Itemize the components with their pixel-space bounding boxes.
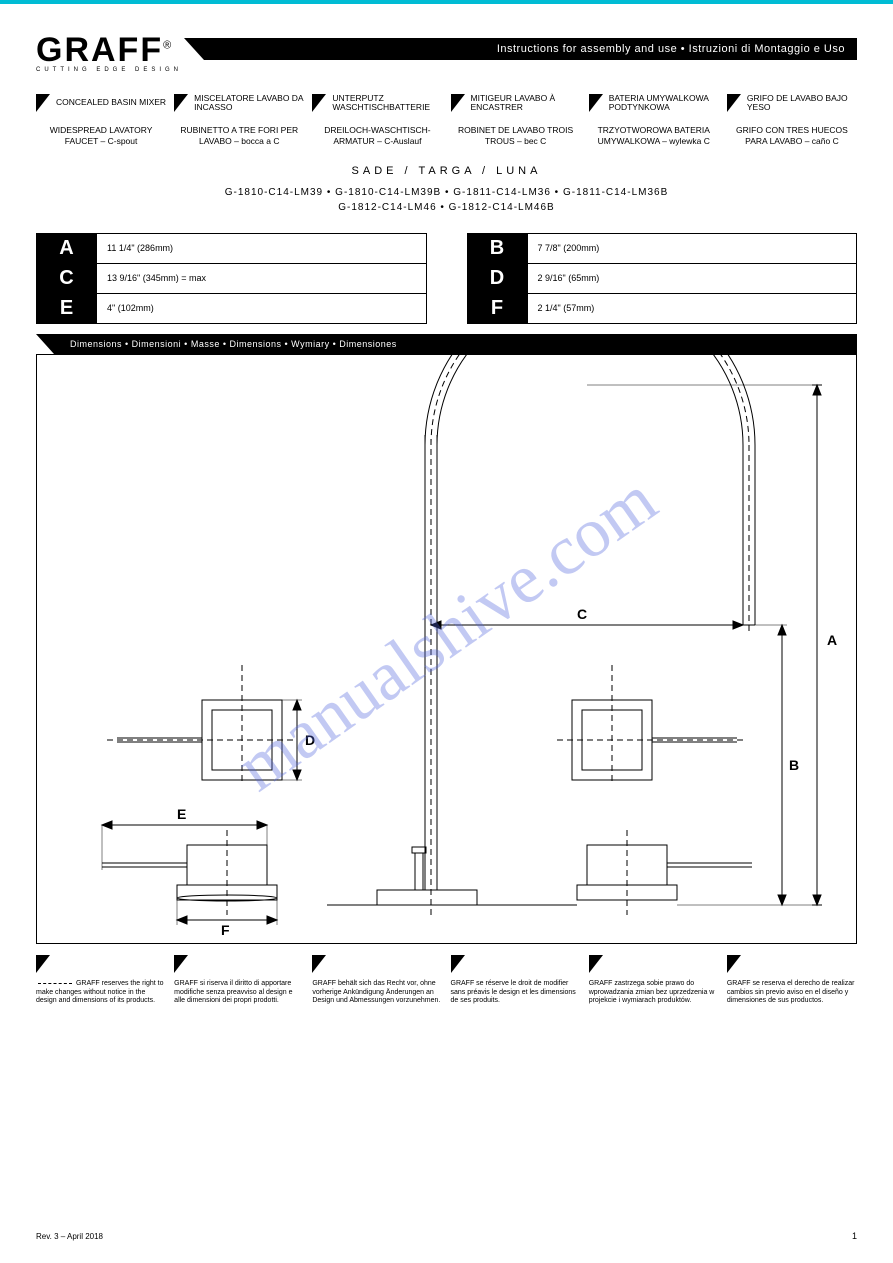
- title-en: WIDESPREAD LAVATORY FAUCET – C-spout: [36, 125, 166, 147]
- note-fr: GRAFF se réserve le droit de modifier sa…: [451, 980, 581, 1006]
- revision-text: Rev. 3 – April 2018: [36, 1232, 103, 1241]
- dim-label-c: C: [577, 606, 587, 622]
- note-en: GRAFF reserves the right to make changes…: [36, 980, 166, 1006]
- table-row: B7 7/8" (200mm): [467, 233, 857, 263]
- logo-block: GRAFF® CUTTING EDGE DESIGN: [36, 36, 182, 73]
- spec-value: 4" (102mm): [97, 293, 427, 323]
- dimensions-diagram: A B C D E F: [36, 354, 857, 944]
- product-codes: G-1810-C14-LM39 • G-1810-C14-LM39B • G-1…: [36, 185, 857, 215]
- dim-label-f: F: [221, 922, 230, 938]
- title-de: DREILOCH-WASCHTISCH-ARMATUR – C-Auslauf: [312, 125, 442, 147]
- dashed-line-icon: [38, 983, 72, 984]
- dim-label-e: E: [177, 806, 186, 822]
- brand-logo: GRAFF®: [36, 36, 182, 65]
- lang-marker: [174, 954, 304, 974]
- lang-marker: [451, 954, 581, 974]
- header-bar: Instructions for assembly and use • Istr…: [204, 38, 857, 60]
- footer-language-row: [36, 954, 857, 974]
- spec-table-right: B7 7/8" (200mm) D2 9/16" (65mm) F2 1/4" …: [467, 233, 858, 324]
- footer-notes: GRAFF reserves the right to make changes…: [36, 980, 857, 1006]
- note-es: GRAFF se reserva el derecho de realizar …: [727, 980, 857, 1006]
- table-row: D2 9/16" (65mm): [467, 263, 857, 293]
- note-de: GRAFF behält sich das Recht vor, ohne vo…: [312, 980, 442, 1006]
- page-number: 1: [852, 1231, 857, 1241]
- spec-value: 2 1/4" (57mm): [527, 293, 857, 323]
- spec-value: 11 1/4" (286mm): [97, 233, 427, 263]
- lang-es: GRIFO DE LAVABO BAJO YESO: [727, 93, 857, 113]
- header-bar-text: Instructions for assembly and use • Istr…: [497, 43, 845, 55]
- spec-value: 2 9/16" (65mm): [527, 263, 857, 293]
- lang-fr: MITIGEUR LAVABO À ENCASTRER: [451, 93, 581, 113]
- section-bar-text: Dimensions • Dimensioni • Masse • Dimens…: [54, 339, 397, 349]
- dim-label-d: D: [305, 732, 315, 748]
- table-row: E4" (102mm): [37, 293, 427, 323]
- faucet-diagram-svg: A B C D E F: [37, 355, 857, 944]
- spec-value: 7 7/8" (200mm): [527, 233, 857, 263]
- spec-label: A: [37, 233, 97, 263]
- spec-label: B: [467, 233, 527, 263]
- title-es: GRIFO CON TRES HUECOS PARA LAVABO – caño…: [727, 125, 857, 147]
- lang-marker: [312, 954, 442, 974]
- dim-label-b: B: [789, 757, 799, 773]
- section-bar: Dimensions • Dimensioni • Masse • Dimens…: [54, 334, 857, 354]
- lang-marker: [589, 954, 719, 974]
- codes-line2: G-1812-C14-LM46 • G-1812-C14-LM46B: [36, 200, 857, 215]
- note-pl: GRAFF zastrzega sobie prawo do wprowadza…: [589, 980, 719, 1006]
- header: GRAFF® CUTTING EDGE DESIGN Instructions …: [36, 36, 857, 73]
- lang-marker: [36, 954, 166, 974]
- title-pl: TRZYOTWOROWA BATERIA UMYWALKOWA – wylewk…: [589, 125, 719, 147]
- model-name: SADE / TARGA / LUNA: [36, 165, 857, 177]
- language-row: CONCEALED BASIN MIXER MISCELATORE LAVABO…: [36, 93, 857, 113]
- codes-line1: G-1810-C14-LM39 • G-1810-C14-LM39B • G-1…: [36, 185, 857, 200]
- title-fr: ROBINET DE LAVABO TROIS TROUS – bec C: [451, 125, 581, 147]
- spec-label: C: [37, 263, 97, 293]
- lang-en: CONCEALED BASIN MIXER: [36, 93, 166, 113]
- table-row: F2 1/4" (57mm): [467, 293, 857, 323]
- spec-tables: A11 1/4" (286mm) C13 9/16" (345mm) = max…: [36, 233, 857, 324]
- spec-label: F: [467, 293, 527, 323]
- dim-label-a: A: [827, 632, 837, 648]
- spec-label: D: [467, 263, 527, 293]
- spec-table-left: A11 1/4" (286mm) C13 9/16" (345mm) = max…: [36, 233, 427, 324]
- title-it: RUBINETTO A TRE FORI PER LAVABO – bocca …: [174, 125, 304, 147]
- lang-marker: [727, 954, 857, 974]
- lang-pl: BATERIA UMYWALKOWA PODTYNKOWA: [589, 93, 719, 113]
- lang-de: UNTERPUTZ WASCHTISCHBATTERIE: [312, 93, 442, 113]
- note-it: GRAFF si riserva il diritto di apportare…: [174, 980, 304, 1006]
- lang-it: MISCELATORE LAVABO DA INCASSO: [174, 93, 304, 113]
- brand-text: GRAFF: [36, 31, 163, 69]
- spec-label: E: [37, 293, 97, 323]
- reg-mark: ®: [163, 40, 173, 52]
- table-row: C13 9/16" (345mm) = max: [37, 263, 427, 293]
- spec-value: 13 9/16" (345mm) = max: [97, 263, 427, 293]
- product-titles: WIDESPREAD LAVATORY FAUCET – C-spout RUB…: [36, 125, 857, 147]
- table-row: A11 1/4" (286mm): [37, 233, 427, 263]
